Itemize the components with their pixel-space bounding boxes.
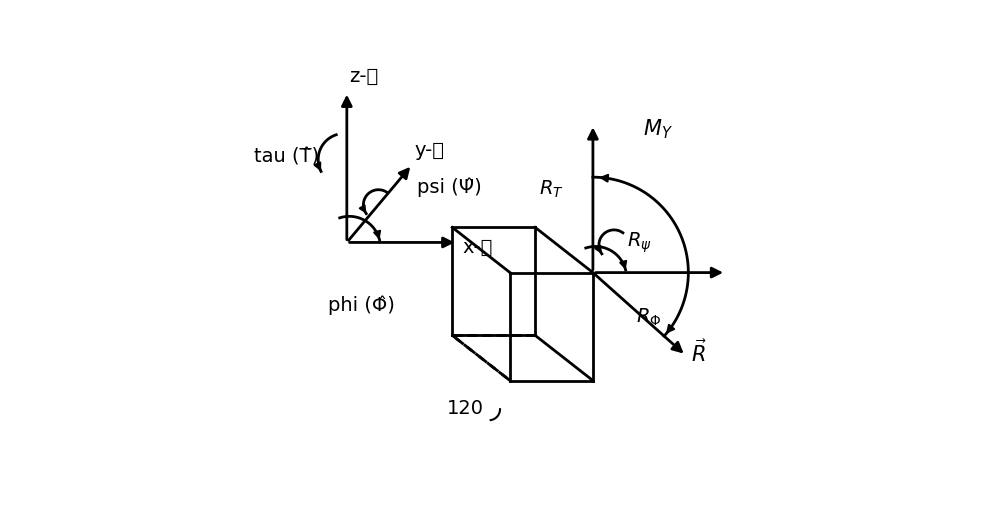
Text: x-轴: x-轴: [462, 238, 493, 257]
Text: 120: 120: [447, 398, 484, 418]
Text: tau (T̂): tau (T̂): [254, 147, 319, 167]
Text: psi (Ψ̂): psi (Ψ̂): [417, 177, 482, 197]
Text: $R_\psi$: $R_\psi$: [627, 230, 651, 255]
Text: phi (Φ̂): phi (Φ̂): [328, 295, 395, 315]
Text: $R_\Phi$: $R_\Phi$: [636, 307, 661, 328]
Text: z-轴: z-轴: [349, 67, 379, 86]
Text: $M_Y$: $M_Y$: [643, 118, 673, 141]
Text: $R_T$: $R_T$: [539, 179, 564, 200]
Text: $\vec{R}$: $\vec{R}$: [691, 339, 707, 366]
Text: y-轴: y-轴: [415, 140, 445, 160]
